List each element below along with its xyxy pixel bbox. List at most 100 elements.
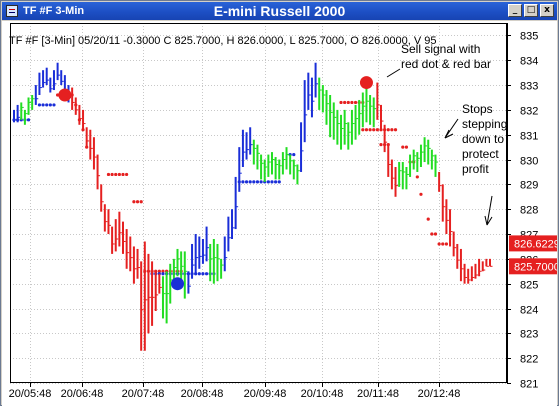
sell-annotation-line2: red dot & red bar (401, 57, 491, 71)
stop-dot (437, 242, 441, 246)
time-axis-label: 20/08:48 (181, 388, 224, 400)
stop-dot (375, 128, 379, 132)
stop-dot (401, 145, 405, 149)
stop-dot (241, 180, 245, 184)
signal-dots-layer (58, 76, 373, 291)
stop-dot (372, 128, 376, 132)
price-chart[interactable]: 8218228238248258268278288298308318328338… (2, 21, 557, 406)
stop-dot (292, 152, 296, 157)
stop-dot (444, 242, 448, 246)
chart-area[interactable]: 8218228238248258268278288298308318328338… (2, 21, 557, 406)
stop-dot (339, 100, 343, 105)
stop-dot (390, 128, 394, 132)
sell-annotation-arrow (386, 68, 401, 78)
stop-dot (204, 272, 209, 276)
stop-dot (157, 269, 161, 273)
stops-arrow-2-head (484, 215, 493, 226)
signal-dot (359, 76, 373, 90)
stop-dot (270, 180, 274, 184)
stop-dot (346, 100, 350, 105)
sell-annotation-line1: Sell signal with (401, 42, 480, 56)
stop-dot (259, 180, 263, 184)
time-axis-label: 20/06:48 (61, 388, 104, 400)
stop-dot (404, 145, 409, 149)
stop-dot (277, 180, 281, 184)
price-axis[interactable]: 8218228238248258268278288298308318328338… (507, 23, 538, 391)
stop-dot (441, 242, 445, 246)
stop-dot (274, 180, 278, 184)
stop-dot (121, 172, 125, 177)
stop-dot (266, 180, 270, 184)
plot-background (10, 23, 507, 383)
stop-dot (45, 103, 49, 107)
stop-dot (26, 118, 31, 122)
time-axis-label: 20/11:48 (357, 388, 399, 400)
stop-dot (252, 180, 256, 184)
stop-dot (343, 100, 347, 105)
price-axis-label: 824 (520, 305, 538, 317)
stops-arrow-2 (486, 195, 493, 226)
title-bar[interactable]: TF #F 3-Min E-mini Russell 2000 _ □ x (2, 2, 557, 20)
window-buttons: _ □ x (508, 4, 554, 17)
stop-dot (350, 100, 354, 105)
stop-dot (393, 128, 398, 132)
title-left: TF #F 3-Min (6, 4, 84, 18)
stops-annotation-line3: down to (462, 132, 504, 146)
stops-annotation-line4: protect (462, 147, 499, 161)
price-tag-box (509, 235, 557, 252)
price-axis-label: 832 (520, 106, 538, 118)
signal-dot (58, 88, 72, 102)
stop-dot (52, 103, 56, 107)
stops-annotation-line5: profit (462, 162, 489, 176)
price-axis-label: 830 (520, 156, 538, 168)
price-tag-label: 825.7000 (514, 261, 557, 273)
price-axis-label: 821 (520, 379, 538, 391)
stop-dot (430, 232, 434, 236)
price-tag-label: 826.6229 (514, 238, 557, 250)
price-axis-label: 829 (520, 180, 538, 192)
price-axis-label: 831 (520, 131, 538, 143)
price-tag-box (509, 258, 557, 275)
stop-dot (386, 128, 390, 132)
stop-dot (361, 128, 365, 132)
stop-dot (161, 269, 165, 273)
stop-dot (255, 180, 260, 184)
stop-dot (244, 180, 249, 184)
time-axis-label: 20/10:48 (301, 388, 344, 400)
time-axis-label: 20/07:48 (122, 388, 165, 400)
stop-dot (48, 103, 52, 107)
stop-dot (419, 192, 423, 196)
price-axis-label: 834 (520, 56, 538, 68)
stop-dot (56, 93, 60, 97)
maximize-button[interactable]: □ (524, 4, 538, 17)
stop-dot (364, 128, 369, 132)
time-axis-label: 20/05:48 (9, 388, 52, 400)
stop-dot (106, 172, 111, 177)
price-axis-label: 828 (520, 205, 538, 217)
stops-annotation-line2: stepping (462, 117, 507, 131)
stop-dot (248, 180, 252, 184)
plot-frame (10, 23, 507, 383)
stop-dot (161, 272, 165, 276)
price-tags: 826.6229 825.7000 (509, 235, 557, 275)
time-axis[interactable]: 20/05:48 20/06:48 20/07:48 20/08:48 20/09:48… (9, 383, 461, 400)
stop-dot (110, 172, 114, 177)
stops-arrow-1 (444, 118, 459, 139)
chart-app-icon (6, 5, 18, 17)
stop-dot (353, 100, 358, 105)
stop-dot (125, 172, 129, 177)
stops-annotation-line1: Stops (462, 102, 493, 116)
minimize-button[interactable]: _ (508, 4, 522, 17)
window-tab-title: TF #F 3-Min (23, 5, 85, 17)
chart-title: E-mini Russell 2000 (213, 3, 346, 19)
stop-dot (379, 143, 383, 147)
stop-dot (41, 103, 45, 107)
stop-dot (426, 217, 430, 221)
price-axis-label: 823 (520, 329, 538, 341)
close-button[interactable]: x (540, 4, 554, 17)
stop-dot (433, 232, 438, 236)
price-axis-label: 835 (520, 31, 538, 43)
stop-dot (201, 272, 205, 276)
stop-dot (415, 175, 419, 179)
